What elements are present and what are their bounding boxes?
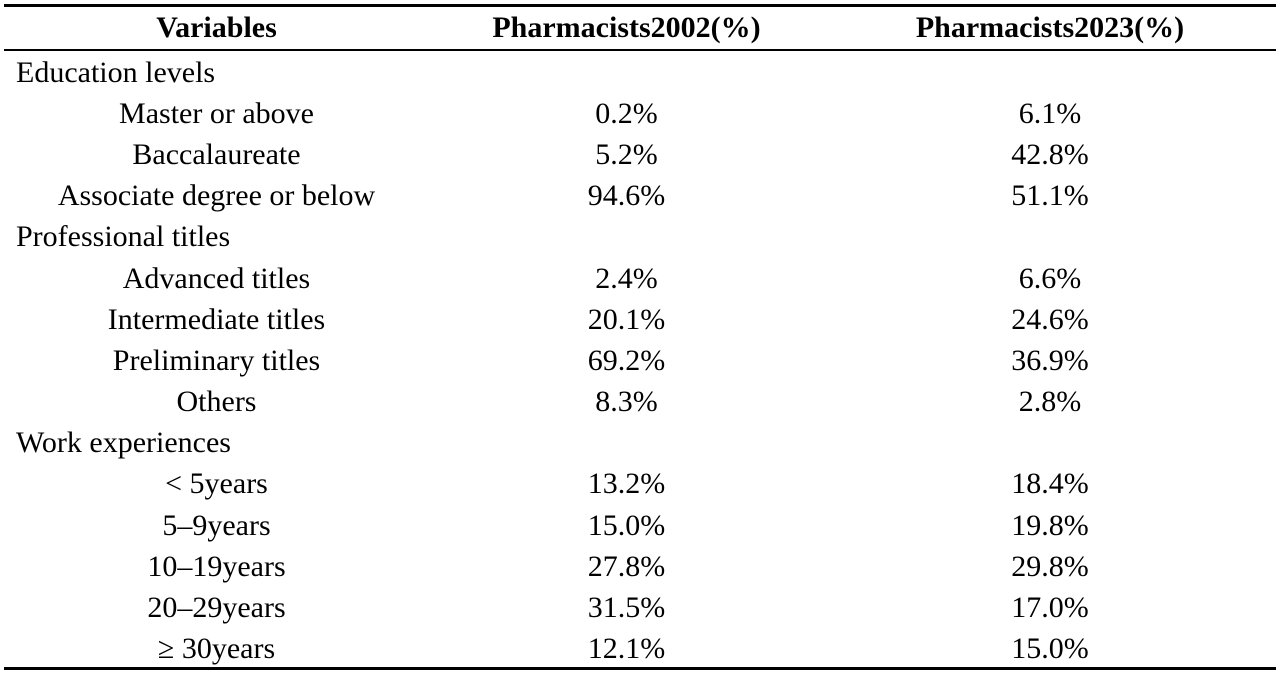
table-row: < 5years 13.2% 18.4% <box>4 464 1276 505</box>
table-row: ≥ 30years 12.1% 15.0% <box>4 629 1276 670</box>
table-header-row: Variables Pharmacists2002(%) Pharmacists… <box>4 7 1276 49</box>
data-table: Variables Pharmacists2002(%) Pharmacists… <box>4 4 1276 672</box>
row-value-2023: 36.9% <box>1011 343 1089 377</box>
row-value-2023: 15.0% <box>1011 632 1089 666</box>
row-label: Advanced titles <box>122 261 311 295</box>
table-row-group: Professional titles <box>4 217 1276 258</box>
row-value-2002: 31.5% <box>587 591 666 625</box>
row-value-2023: 18.4% <box>1011 467 1089 501</box>
row-label: 5–9years <box>162 508 271 542</box>
row-value-2002: 20.1% <box>587 302 666 336</box>
table-row: Advanced titles 2.4% 6.6% <box>4 258 1276 299</box>
top-rule <box>4 4 1276 7</box>
header-pharmacists-2002: Pharmacists2002(%) <box>492 11 761 44</box>
row-value-2023: 2.8% <box>1018 385 1082 419</box>
row-label: < 5years <box>165 467 268 501</box>
bottom-rule <box>4 667 1276 670</box>
table-row-group: Work experiences <box>4 423 1276 464</box>
row-label: Master or above <box>119 96 314 130</box>
row-value-2002: 15.0% <box>587 508 666 542</box>
row-value-2023: 6.6% <box>1018 261 1082 295</box>
row-label: 10–19years <box>147 549 286 583</box>
row-value-2023: 17.0% <box>1011 591 1089 625</box>
row-label: ≥ 30years <box>157 632 276 666</box>
table-row: 10–19years 27.8% 29.8% <box>4 546 1276 587</box>
row-label: Preliminary titles <box>112 343 321 377</box>
row-value-2002: 8.3% <box>595 385 658 419</box>
row-value-2023: 51.1% <box>1011 179 1089 213</box>
row-value-2023: 42.8% <box>1011 137 1089 171</box>
row-value-2023: 29.8% <box>1011 549 1089 583</box>
row-value-2023: 19.8% <box>1011 508 1089 542</box>
row-label: Work experiences <box>16 426 231 460</box>
table-row: 20–29years 31.5% 17.0% <box>4 587 1276 628</box>
row-value-2002: 12.1% <box>587 632 666 666</box>
table-row: Baccalaureate 5.2% 42.8% <box>4 134 1276 175</box>
header-rule <box>4 49 1276 51</box>
table-row: 5–9years 15.0% 19.8% <box>4 505 1276 546</box>
row-label: 20–29years <box>147 591 286 625</box>
row-label: Education levels <box>16 55 216 89</box>
row-value-2002: 5.2% <box>595 137 658 171</box>
row-value-2002: 13.2% <box>587 467 666 501</box>
row-value-2023: 6.1% <box>1018 96 1082 130</box>
row-label: Baccalaureate <box>132 137 301 171</box>
row-value-2002: 69.2% <box>587 343 666 377</box>
table-body: Education levels Master or above 0.2% 6.… <box>4 52 1276 670</box>
table-row-group: Education levels <box>4 52 1276 93</box>
table-row: Associate degree or below 94.6% 51.1% <box>4 176 1276 217</box>
table-row: Master or above 0.2% 6.1% <box>4 93 1276 134</box>
row-value-2002: 94.6% <box>587 179 666 213</box>
row-label: Others <box>176 385 257 419</box>
table-row: Preliminary titles 69.2% 36.9% <box>4 340 1276 381</box>
row-label: Intermediate titles <box>107 302 326 336</box>
row-label: Associate degree or below <box>57 179 376 213</box>
row-label: Professional titles <box>16 220 231 254</box>
row-value-2002: 2.4% <box>595 261 658 295</box>
header-pharmacists-2023: Pharmacists2023(%) <box>915 11 1185 44</box>
row-value-2002: 0.2% <box>595 96 658 130</box>
row-value-2002: 27.8% <box>587 549 666 583</box>
table-row: Others 8.3% 2.8% <box>4 382 1276 423</box>
row-value-2023: 24.6% <box>1011 302 1089 336</box>
table-row: Intermediate titles 20.1% 24.6% <box>4 299 1276 340</box>
header-variables: Variables <box>156 11 277 44</box>
